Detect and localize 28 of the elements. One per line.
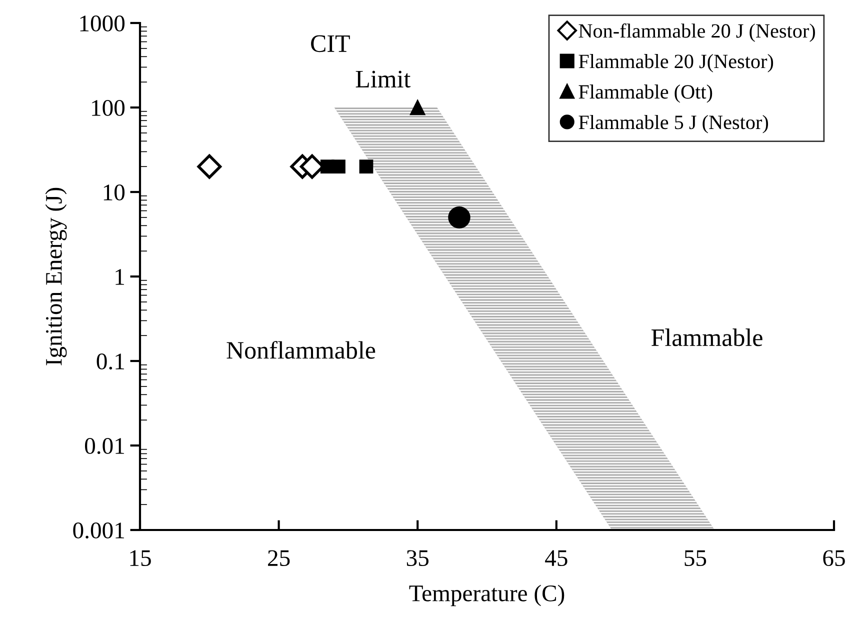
x-tick-label: 65 <box>823 550 845 566</box>
annotation: Nonflammable <box>226 340 376 359</box>
y-tick-label: 0.001 <box>73 522 124 539</box>
x-tick-label: 35 <box>406 550 428 566</box>
y-tick-label: 0.1 <box>96 353 124 370</box>
point <box>359 160 374 174</box>
annotation: CIT <box>311 35 350 52</box>
legend-label: Flammable (Ott) <box>578 84 712 103</box>
x-tick-label: 15 <box>130 550 151 566</box>
y-tick-label: 1000 <box>80 15 125 32</box>
annotation: Flammable <box>651 328 762 346</box>
x-axis-title: Temperature (C) <box>409 584 564 606</box>
point <box>197 154 222 179</box>
x-tick-label: 25 <box>268 550 290 566</box>
annotation: Limit <box>356 70 411 88</box>
legend-label: Flammable 20 J(Nestor) <box>578 54 774 72</box>
point <box>332 160 346 174</box>
legend-label: Flammable 5 J (Nestor) <box>578 114 768 134</box>
legend-label: Non-flammable 20 J (Nestor) <box>578 23 815 42</box>
y-tick-label: 1 <box>116 269 124 285</box>
point <box>410 100 426 116</box>
x-tick-label: 45 <box>545 550 568 566</box>
y-axis-title: Ignition Energy (J) <box>45 188 67 366</box>
x-tick-label: 55 <box>684 550 706 566</box>
y-tick-label: 100 <box>92 100 125 116</box>
y-tick-label: 0.01 <box>84 438 124 454</box>
y-tick-label: 10 <box>104 184 125 200</box>
point <box>448 206 470 229</box>
